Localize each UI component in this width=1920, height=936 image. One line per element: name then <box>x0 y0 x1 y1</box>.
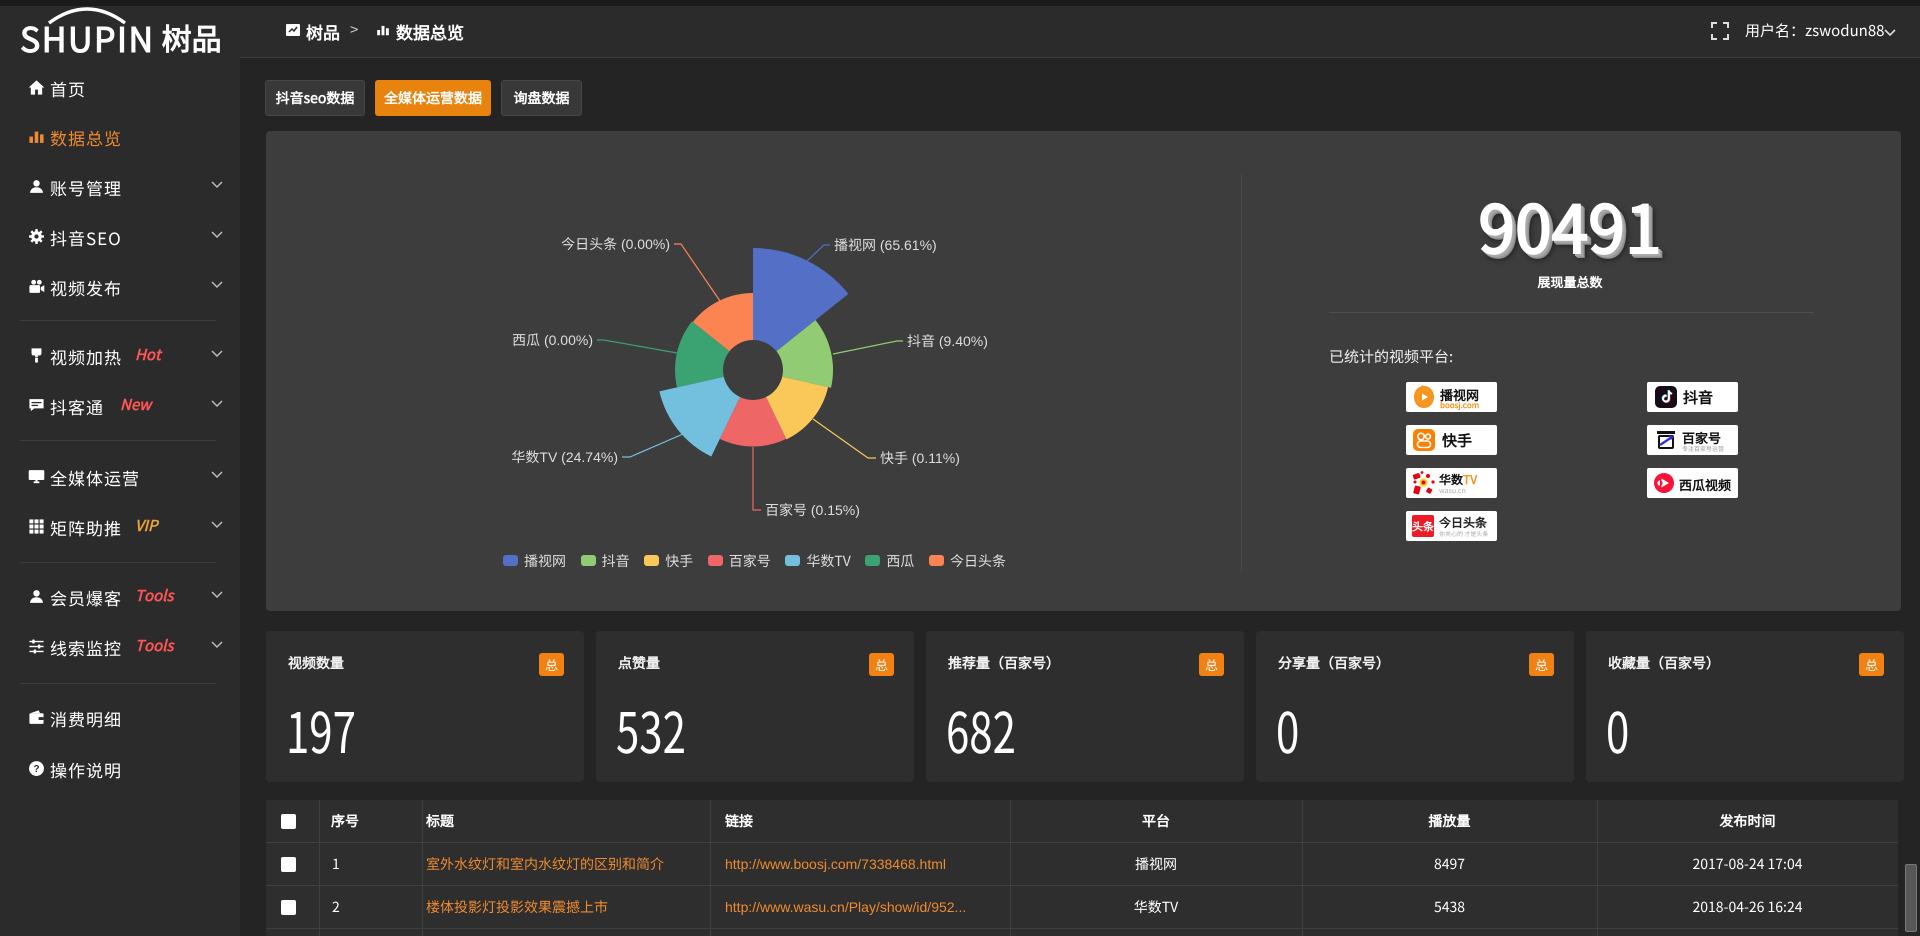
svg-text:播视网 (65.61%): 播视网 (65.61%) <box>834 237 937 253</box>
svg-text:西瓜 (0.00%): 西瓜 (0.00%) <box>512 332 593 348</box>
svg-text:快手 (0.11%): 快手 (0.11%) <box>880 450 960 466</box>
svg-text:头条: 头条 <box>1412 519 1434 535</box>
svg-text:?: ? <box>33 764 39 775</box>
svg-text:今日头条 (0.00%): 今日头条 (0.00%) <box>561 236 670 252</box>
svg-text:华数TV (24.74%): 华数TV (24.74%) <box>511 449 618 465</box>
svg-text:抖音 (9.40%): 抖音 (9.40%) <box>907 333 988 349</box>
svg-text:百家号 (0.15%): 百家号 (0.15%) <box>765 502 860 518</box>
